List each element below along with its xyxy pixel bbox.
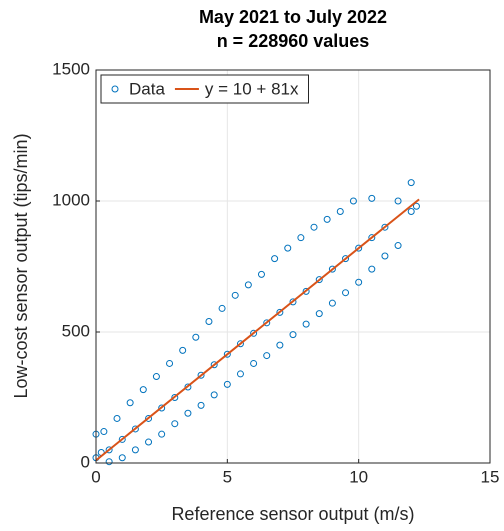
data-point (394, 242, 402, 250)
data-point (355, 244, 363, 252)
x-tick-label: 10 (349, 467, 368, 486)
data-point (231, 291, 239, 299)
data-point (166, 359, 174, 367)
data-point (342, 289, 350, 297)
data-point (368, 265, 376, 273)
data-point (271, 255, 279, 263)
data-point (192, 333, 200, 341)
data-point (257, 270, 265, 278)
data-point (263, 352, 271, 360)
data-point (105, 458, 113, 466)
y-tick-label: 500 (62, 321, 90, 340)
data-point (158, 404, 166, 412)
data-point (381, 252, 389, 260)
axes-box (95, 69, 491, 464)
data-point (223, 350, 231, 358)
fit-line (95, 198, 420, 462)
data-point (236, 370, 244, 378)
x-tick-label: 5 (223, 467, 232, 486)
data-point (412, 202, 420, 210)
data-point (197, 371, 205, 379)
grid (95, 69, 491, 464)
data-point (171, 420, 179, 428)
data-point (184, 383, 192, 391)
data-point (139, 386, 147, 394)
data-point (381, 223, 389, 231)
plot-area (92, 179, 420, 466)
data-point (236, 340, 244, 348)
data-point (302, 287, 310, 295)
data-point (118, 454, 126, 462)
data-point (284, 244, 292, 252)
data-point (302, 320, 310, 328)
y-axis-label: Low-cost sensor output (tips/min) (11, 133, 31, 398)
data-point (250, 359, 258, 367)
data-point (210, 361, 218, 369)
data-point (297, 234, 305, 242)
data-point (131, 446, 139, 454)
data-point (407, 207, 415, 215)
data-point (342, 255, 350, 263)
data-point (276, 308, 284, 316)
data-point (276, 341, 284, 349)
y-tick-label: 1500 (52, 59, 90, 78)
legend-label: Data (129, 79, 165, 98)
y-tick-label: 1000 (52, 190, 90, 209)
legend-box (100, 74, 309, 104)
data-point (263, 319, 271, 327)
data-point (310, 223, 318, 231)
data-point (289, 298, 297, 306)
data-point (328, 299, 336, 307)
data-point (223, 380, 231, 388)
data-point (394, 197, 402, 205)
data-point (171, 394, 179, 401)
data-point (158, 430, 166, 438)
data-point (328, 265, 336, 273)
data-point (244, 281, 252, 289)
data-point (349, 197, 357, 205)
legend-label: y = 10 + 81x (205, 79, 299, 98)
data-point (368, 234, 376, 242)
x-tick-label: 0 (91, 467, 100, 486)
chart-subtitle: n = 228960 values (217, 31, 370, 51)
data-point (218, 304, 226, 312)
data-point (289, 331, 297, 339)
data-point (145, 414, 153, 422)
legend-marker (111, 85, 119, 93)
data-point (355, 278, 363, 286)
data-point (184, 409, 192, 417)
data-point (152, 373, 160, 381)
x-axis-label: Reference sensor output (m/s) (171, 504, 414, 524)
data-point (336, 207, 344, 215)
data-point (131, 425, 139, 433)
y-tick-label: 0 (81, 452, 90, 471)
data-point (368, 194, 376, 202)
data-point (210, 391, 218, 399)
data-point (126, 399, 134, 407)
data-point (250, 329, 258, 337)
data-point (100, 428, 108, 436)
chart-title: May 2021 to July 2022 (199, 7, 387, 27)
data-point (118, 435, 126, 443)
data-point (315, 310, 323, 318)
legend: Data y = 10 + 81x (100, 74, 309, 104)
data-point (407, 179, 415, 187)
data-point (145, 438, 153, 446)
data-point (197, 401, 205, 409)
data-point (105, 446, 113, 454)
data-point (113, 414, 121, 422)
data-point (205, 318, 213, 326)
x-tick-label: 15 (481, 467, 500, 486)
data-point (323, 215, 331, 223)
data-point (315, 276, 323, 284)
data-point (179, 346, 187, 354)
